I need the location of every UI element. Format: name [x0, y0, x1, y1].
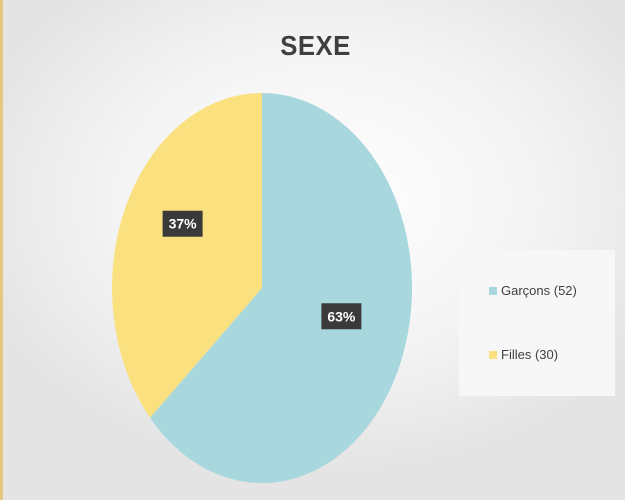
chart-title: SEXE — [280, 30, 351, 61]
legend-item-filles: Filles (30) — [489, 347, 558, 362]
pie-chart: 63% 37% — [111, 93, 412, 484]
legend-label-filles: Filles (30) — [501, 347, 559, 362]
legend-item-garcons: Garçons (52) — [489, 283, 577, 298]
legend-swatch-garcons — [489, 286, 497, 295]
legend-swatch-filles — [489, 350, 497, 359]
pie-slice-garcons — [150, 93, 412, 484]
pie-slice-filles — [111, 93, 262, 418]
data-label-filles: 37% — [162, 210, 203, 237]
legend-label-garcons: Garçons (52) — [501, 283, 577, 298]
data-label-garcons: 63% — [321, 303, 362, 330]
svg-text:37%: 37% — [169, 216, 198, 232]
legend: Garçons (52) Filles (30) — [459, 250, 615, 396]
svg-text:63%: 63% — [327, 308, 356, 324]
